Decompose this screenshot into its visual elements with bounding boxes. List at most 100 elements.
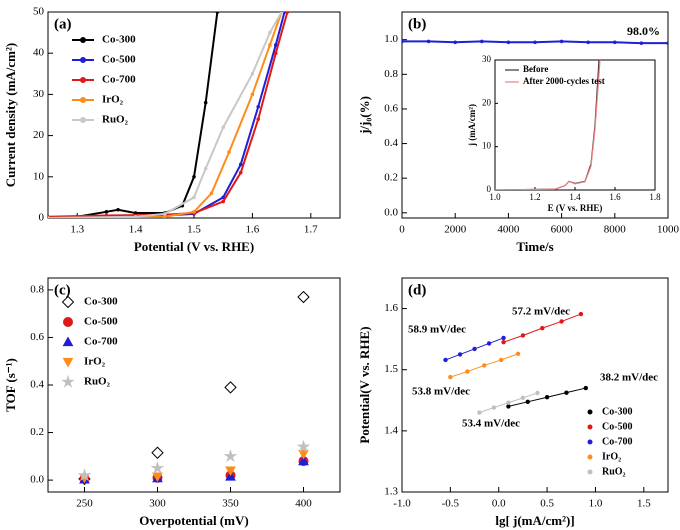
legend-label: Co-300 (602, 406, 633, 417)
legend-label: RuO₂ (84, 376, 111, 388)
legend-label: Co-700 (84, 336, 118, 348)
point (533, 40, 537, 45)
x-axis-title: Overpotential (mV) (139, 513, 248, 528)
y-axis-title: j (mA/cm²) (467, 104, 477, 147)
panel: 1.0 1.2 1.4 1.6 1.8 0 10 20 30 E (V vs. RHE) j (mA… (467, 54, 661, 213)
marker (63, 317, 73, 327)
point (282, 12, 287, 14)
marker (61, 295, 75, 309)
marker (225, 466, 236, 477)
series-line (48, 12, 283, 218)
point (515, 351, 521, 357)
point (559, 319, 564, 324)
point (48, 216, 50, 218)
point (192, 195, 196, 200)
y-tick-label: 1.0 (384, 33, 398, 45)
marker (152, 472, 163, 483)
point (279, 12, 284, 14)
panel-label: (d) (408, 282, 426, 298)
point (203, 166, 208, 171)
point (520, 395, 526, 401)
marker (62, 336, 74, 347)
y-tick-label: 1.3 (384, 486, 398, 498)
y-tick-label: 0.6 (30, 331, 44, 343)
y-tick-label: 0 (39, 212, 45, 224)
x-axis-title: lg[ j(mA/cm²)] (495, 513, 574, 528)
y-tick-label: 1.4 (384, 424, 398, 436)
point (482, 363, 487, 368)
point (535, 390, 540, 396)
y-tick-label: 0.8 (30, 283, 44, 295)
data-layer (402, 39, 668, 45)
point (477, 410, 482, 415)
point (273, 51, 278, 55)
legend-label: Co-700 (602, 436, 633, 447)
point (133, 214, 138, 218)
y-tick-label: 30 (33, 88, 45, 100)
legend-marker (80, 77, 86, 83)
point (465, 369, 470, 374)
point (104, 210, 109, 214)
x-tick-label: 1.2 (529, 192, 540, 202)
y-tick-label: 0.2 (30, 426, 44, 438)
point (238, 170, 243, 175)
marker (150, 461, 165, 475)
legend-marker (80, 97, 86, 103)
legend-label: RuO₂ (602, 466, 626, 477)
point (480, 39, 484, 44)
slope-label: 53.4 mV/dec (462, 418, 520, 430)
legend-marker (587, 454, 593, 460)
marker (151, 446, 164, 459)
y-tick-label: 0 (487, 184, 492, 194)
point (540, 325, 545, 331)
legend-marker (587, 424, 593, 430)
x-tick-label: 1.4 (569, 192, 581, 202)
point (501, 340, 506, 345)
x-tick-label: 300 (149, 498, 166, 510)
marker (297, 290, 310, 304)
point (268, 43, 272, 47)
data-layer (443, 311, 588, 415)
panel: 250 300 350 400 0.0 0.2 0.4 0.6 0.8 Overpotential… (3, 277, 341, 528)
point (578, 311, 584, 317)
x-tick-label: 1.5 (187, 224, 201, 236)
y-tick-label: 1.6 (384, 302, 398, 314)
legend-label: Co-300 (102, 34, 136, 46)
y-tick-label: 10 (33, 170, 45, 182)
point (209, 191, 214, 196)
legend-label: After 2000-cycles test (523, 76, 605, 86)
plot-frame (401, 277, 669, 493)
point (486, 341, 492, 346)
point (163, 212, 167, 216)
marker (61, 374, 75, 388)
y-tick-label: 0.8 (384, 68, 398, 80)
legend-marker (587, 469, 593, 475)
x-tick-label: 1.6 (246, 224, 260, 236)
marker (298, 455, 309, 466)
point (203, 100, 208, 105)
point (227, 150, 231, 154)
x-tick-label: 1.6 (609, 192, 621, 202)
x-tick-label: 1.5 (637, 498, 651, 510)
point (443, 357, 448, 363)
x-tick-label: 6000 (551, 224, 574, 236)
y-tick-label: 0.4 (384, 137, 398, 149)
point (221, 125, 225, 130)
legend-label: Co-500 (102, 54, 136, 66)
x-tick-label: 0.0 (492, 498, 506, 510)
point (250, 72, 255, 76)
x-tick-label: 8000 (604, 224, 627, 236)
slope-label: 58.9 mV/dec (408, 324, 466, 336)
point (116, 207, 120, 212)
legend-label: Before (523, 64, 548, 74)
x-tick-label: 4000 (497, 224, 520, 236)
annotation: 98.0% (627, 24, 660, 38)
y-tick-label: 20 (482, 97, 492, 107)
y-tick-label: 10 (482, 141, 492, 151)
y-tick-label: 20 (33, 129, 45, 141)
point (498, 357, 504, 363)
legend-label: IrO₂ (602, 451, 621, 462)
x-tick-label: 1.0 (489, 192, 501, 202)
panel-label: (a) (54, 16, 72, 32)
